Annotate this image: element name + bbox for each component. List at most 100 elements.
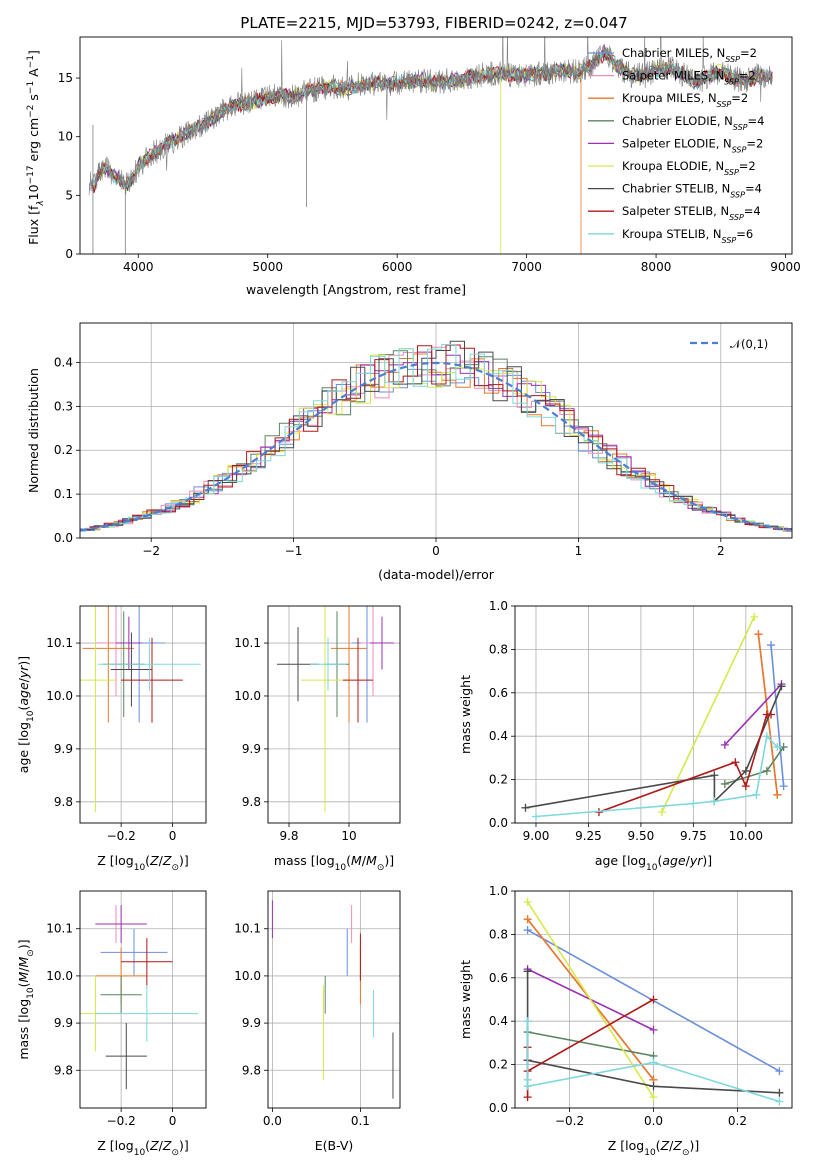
label-part: 10: [335, 863, 347, 873]
weight-marker-chabrier-miles: [767, 641, 776, 650]
weight-marker-chabrier-stelib: [523, 967, 532, 976]
weight-marker-chabrier-stelib: [710, 771, 719, 780]
x-tick-label: 2: [717, 544, 725, 558]
weight-line-chabrier-stelib: [525, 685, 783, 809]
label-part: ⊙: [377, 863, 385, 873]
x-tick-label: 1: [575, 544, 583, 558]
label-part: ⊙: [682, 1148, 690, 1158]
axes-frame: [267, 605, 401, 824]
weight-marker-kroupa-stelib: [523, 1017, 532, 1026]
label-part: /: [159, 1138, 164, 1153]
axes-residuals: −2 −1 0 1 2 0.0 0.1 0.2 0.3 0.4: [54, 322, 793, 558]
y-tick-label: 0.6: [489, 971, 508, 985]
y-tick-label: 9.8: [54, 795, 73, 809]
y-tick-label: 0.2: [489, 1058, 508, 1072]
label-part: E(B-V): [315, 1138, 354, 1153]
label-part: age [log: [16, 722, 31, 773]
data-spectrum-line: [88, 37, 773, 195]
weight-line-salpeter-elodie: [724, 683, 783, 746]
label-part: )]: [179, 853, 189, 868]
mass-vs-Z-xlabel: Z [log10(Z/Z⊙)]: [97, 1138, 189, 1158]
weight-marker-chabrier-stelib: [777, 682, 786, 691]
x-tick-label: −0.2: [555, 1114, 584, 1128]
weight-line-kroupa-stelib: [535, 734, 778, 818]
label-part: Z: [660, 1138, 670, 1153]
legend-sub: SSP: [733, 122, 748, 131]
legend-sub: SSP: [732, 145, 747, 154]
axes-spectrum: 4000 5000 6000 7000 8000 9000 0 5 10 15: [58, 36, 801, 274]
page-title: PLATE=2215, MJD=53793, FIBERID=0242, z=0…: [240, 14, 627, 32]
axes-age-vs-mass: 9.8 10 9.8 9.9 10.0 10.1: [234, 605, 401, 843]
y-tick-label: 0.1: [54, 487, 73, 501]
legend-sub: SSP: [729, 213, 744, 222]
label-part: /: [16, 677, 31, 682]
legend-nssp: =2: [739, 69, 756, 83]
axes-frame: [79, 890, 207, 1109]
x-tick-label: 5000: [252, 260, 283, 274]
label-part: M: [16, 972, 31, 983]
label-part: yr: [16, 665, 31, 679]
x-tick-label: 9.75: [680, 829, 707, 843]
weight-marker-chabrier-miles: [779, 782, 788, 791]
plot-area: [523, 897, 784, 1106]
x-tick-label: 9.00: [523, 829, 550, 843]
legend-text: Salpeter ELODIE, N: [622, 136, 732, 150]
age-vs-mass-xlabel: mass [log10(M/M⊙)]: [274, 853, 394, 873]
weight-marker-kroupa-elodie: [657, 808, 666, 817]
legend-label-chabrier-elodie: Chabrier ELODIE, NSSP=4: [622, 114, 764, 132]
ylabel-part: −17: [26, 165, 36, 184]
hist-kroupa-stelib: [80, 344, 792, 532]
weight-marker-salpeter-stelib: [731, 758, 740, 767]
mass-weight-vs-age-xlabel: age [log10(age/yr)]: [595, 853, 712, 873]
y-tick-label: 9.9: [54, 742, 73, 756]
weight-marker-kroupa-stelib: [773, 743, 782, 752]
label-part: 10: [26, 987, 36, 999]
x-tick-label: −2: [142, 544, 160, 558]
plot-area: [80, 340, 792, 533]
legend-nssp: =2: [739, 159, 756, 173]
y-tick-label: 0.4: [489, 1014, 508, 1028]
label-part: )]: [16, 939, 31, 949]
x-tick-label: 0: [169, 829, 177, 843]
legend-text: Salpeter STELIB, N: [622, 204, 729, 218]
legend-nssp: =6: [736, 227, 753, 241]
x-tick-label: 10.00: [729, 829, 763, 843]
label-part: ⊙: [26, 949, 36, 957]
y-tick-label: 9.9: [242, 1016, 261, 1030]
y-tick-label: 0.2: [489, 773, 508, 787]
weight-marker-chabrier-elodie: [762, 766, 771, 775]
hist-ylabel: Normed distribution: [26, 368, 41, 493]
weight-marker-chabrier-stelib: [775, 1088, 784, 1097]
weight-line-kroupa-elodie: [661, 616, 755, 813]
x-tick-label: −1: [285, 544, 303, 558]
label-part: M: [366, 853, 377, 868]
label-part: )]: [689, 1138, 699, 1153]
x-tick-label: 10: [341, 829, 356, 843]
legend-nssp: =4: [748, 114, 765, 128]
legend-label-chabrier-stelib: Chabrier STELIB, NSSP=4: [622, 182, 762, 200]
y-tick-label: 0.6: [489, 686, 508, 700]
x-tick-label: 0.2: [728, 1114, 747, 1128]
label-part: (: [656, 1138, 661, 1153]
legend-nssp: =4: [745, 182, 762, 196]
weight-marker-chabrier-miles: [775, 1067, 784, 1076]
y-tick-label: 10.1: [234, 636, 261, 650]
weight-marker-chabrier-elodie: [720, 779, 729, 788]
y-tick-label: 10.0: [46, 689, 73, 703]
weight-marker-salpeter-stelib: [741, 782, 750, 791]
x-tick-label: 9.50: [628, 829, 655, 843]
hist-salpeter-stelib: [80, 344, 792, 531]
y-tick-label: 0.2: [54, 443, 73, 457]
y-tick-label: 10.1: [46, 636, 73, 650]
mass-vs-Z-ylabel: mass [log10(M/M⊙)]: [16, 939, 36, 1059]
y-tick-label: 10.0: [234, 969, 261, 983]
legend-sub: SSP: [722, 235, 737, 244]
legend-text: Kroupa STELIB, N: [622, 227, 722, 241]
y-tick-label: 9.8: [242, 1063, 261, 1077]
plot-area: [277, 606, 394, 813]
y-tick-label: 9.9: [54, 1016, 73, 1030]
legend-label-salpeter-miles: Salpeter MILES, NSSP=2: [622, 69, 756, 87]
label-part: )]: [16, 656, 31, 666]
legend-text: Kroupa ELODIE, N: [622, 159, 724, 173]
